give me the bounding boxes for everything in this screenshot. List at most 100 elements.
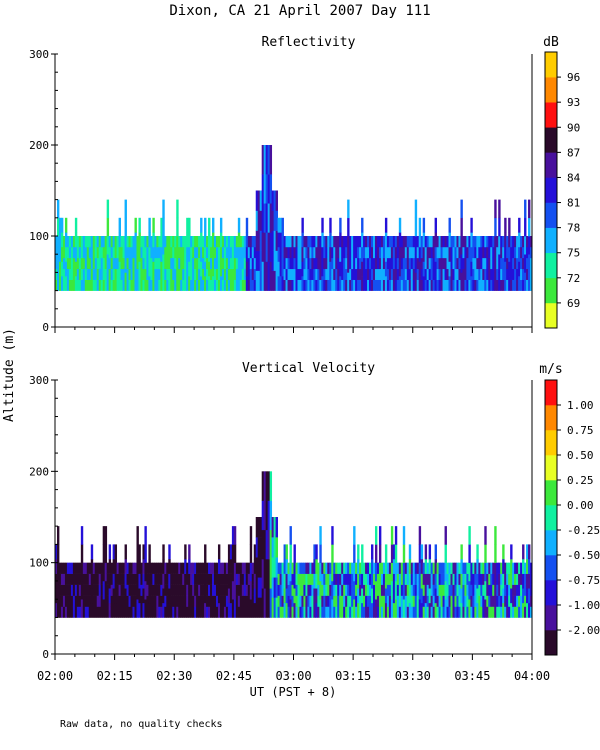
data-cell xyxy=(128,595,131,607)
data-cell xyxy=(279,232,282,248)
data-cell xyxy=(251,584,255,596)
data-cell xyxy=(416,236,420,248)
data-cell xyxy=(142,602,145,618)
data-cell xyxy=(247,236,251,248)
data-cell xyxy=(180,246,183,259)
data-cell xyxy=(323,573,326,585)
data-cell xyxy=(188,544,191,560)
data-cell xyxy=(518,217,521,233)
data-cell xyxy=(152,232,155,248)
data-cell xyxy=(510,246,513,259)
data-cell xyxy=(122,573,125,585)
data-cell xyxy=(130,573,133,585)
data-cell xyxy=(92,257,96,270)
data-cell xyxy=(160,246,163,262)
data-cell xyxy=(257,270,261,291)
data-cell xyxy=(106,254,110,273)
data-cell xyxy=(90,236,94,248)
data-cell xyxy=(194,562,197,574)
data-cell xyxy=(500,606,503,618)
data-cell xyxy=(365,562,368,574)
data-cell xyxy=(192,268,195,280)
data-cell xyxy=(112,268,116,280)
data-cell xyxy=(156,279,159,291)
data-cell xyxy=(146,584,149,596)
data-cell xyxy=(235,236,239,248)
data-cell xyxy=(396,606,400,618)
data-cell xyxy=(512,257,515,270)
data-cell xyxy=(315,559,318,574)
data-cell xyxy=(68,573,72,585)
data-cell xyxy=(506,257,509,270)
data-cell xyxy=(526,559,529,574)
y-tick-label: 100 xyxy=(29,230,49,243)
data-cell xyxy=(355,606,358,618)
data-cell xyxy=(420,559,424,574)
data-cell xyxy=(345,573,348,585)
data-cell xyxy=(359,246,362,259)
data-cell xyxy=(275,537,278,558)
data-cell xyxy=(323,595,326,607)
data-cell xyxy=(508,261,511,277)
data-cell xyxy=(460,199,463,219)
data-cell xyxy=(289,246,292,259)
data-cell xyxy=(180,562,183,574)
data-cell xyxy=(259,577,263,598)
data-cell xyxy=(502,268,505,280)
data-cell xyxy=(164,584,167,596)
data-cell xyxy=(116,257,119,270)
data-cell xyxy=(112,559,116,574)
data-cell xyxy=(382,268,386,280)
data-cell xyxy=(506,236,509,248)
data-cell xyxy=(440,246,443,259)
data-cell xyxy=(374,246,378,259)
data-cell xyxy=(442,236,445,248)
data-cell xyxy=(259,250,263,271)
data-cell xyxy=(114,246,118,259)
data-cell xyxy=(454,595,457,607)
data-cell xyxy=(297,268,300,280)
data-cell xyxy=(301,246,304,262)
data-cell xyxy=(219,606,223,618)
data-cell xyxy=(118,217,121,233)
data-cell xyxy=(309,246,312,259)
data-cell xyxy=(204,217,207,233)
data-cell xyxy=(235,279,239,291)
data-cell xyxy=(134,232,137,248)
data-cell xyxy=(130,562,133,574)
data-cell xyxy=(512,606,515,618)
data-cell xyxy=(235,584,239,596)
data-cell xyxy=(186,217,189,233)
data-cell xyxy=(434,217,437,233)
colorbar-segment xyxy=(545,630,557,656)
data-cell xyxy=(261,145,265,175)
data-cell xyxy=(528,254,531,273)
data-cell xyxy=(412,268,416,280)
data-cell xyxy=(476,268,479,280)
data-cell xyxy=(259,557,263,578)
data-cell xyxy=(92,606,96,618)
data-cell xyxy=(184,573,187,589)
data-cell xyxy=(253,257,257,270)
data-cell xyxy=(432,573,436,585)
data-cell xyxy=(305,595,308,607)
data-cell xyxy=(398,276,402,291)
data-cell xyxy=(325,606,328,618)
data-cell xyxy=(124,254,127,273)
data-cell xyxy=(434,573,437,589)
data-cell xyxy=(526,257,529,270)
data-cell xyxy=(468,257,471,270)
data-cell xyxy=(355,257,358,270)
data-cell xyxy=(198,279,201,291)
data-cell xyxy=(486,257,489,270)
data-cell xyxy=(369,279,372,291)
data-cell xyxy=(474,584,477,596)
data-cell xyxy=(283,279,286,291)
data-cell xyxy=(502,279,505,291)
data-cell xyxy=(88,246,92,259)
data-cell xyxy=(339,595,342,607)
data-cell xyxy=(363,606,366,618)
data-cell xyxy=(178,279,181,291)
data-cell xyxy=(263,145,267,175)
data-cell xyxy=(237,573,241,585)
